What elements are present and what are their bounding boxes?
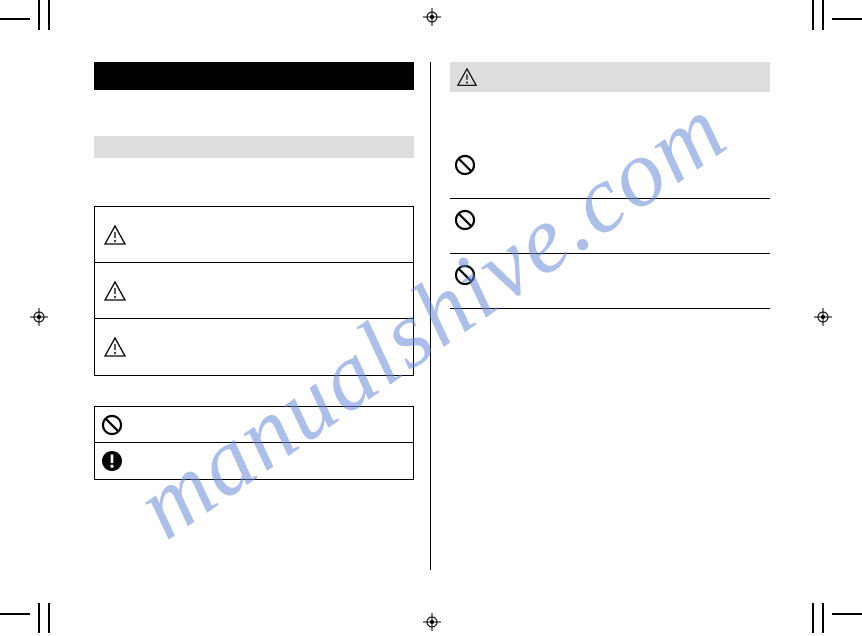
table-row [95,263,413,319]
section-header-bar [94,62,414,90]
crop-mark [822,0,824,30]
warning-header-bar [450,62,770,92]
crop-mark [38,603,40,633]
mandatory-icon [101,450,123,472]
prohibition-icon [101,414,123,436]
crop-mark [38,0,40,30]
registration-mark-icon [423,8,441,26]
crop-mark [48,0,50,30]
crop-mark [0,18,30,20]
list-item [450,144,770,198]
section-subheader-bar [94,136,414,158]
symbol-table [94,406,414,480]
registration-mark-icon [423,613,441,631]
prohibition-icon [454,154,476,176]
page-content [94,62,764,572]
warning-table [94,206,414,376]
registration-mark-icon [30,308,48,326]
table-row [95,407,413,443]
prohibition-icon [454,209,476,231]
left-column [94,62,414,572]
registration-mark-icon [814,308,832,326]
list-item [450,254,770,308]
crop-mark [812,0,814,30]
table-row [95,207,413,263]
prohibition-icon [454,264,476,286]
warning-triangle-icon [103,336,127,358]
divider [450,308,770,309]
warning-triangle-icon [456,67,478,87]
warning-triangle-icon [103,280,127,302]
crop-mark [822,603,824,633]
crop-mark [48,603,50,633]
warning-triangle-icon [103,224,127,246]
crop-mark [0,613,30,615]
table-row [95,319,413,375]
crop-mark [832,18,862,20]
list-item [450,199,770,253]
crop-mark [832,613,862,615]
table-row [95,443,413,479]
crop-mark [812,603,814,633]
right-column [450,62,770,572]
